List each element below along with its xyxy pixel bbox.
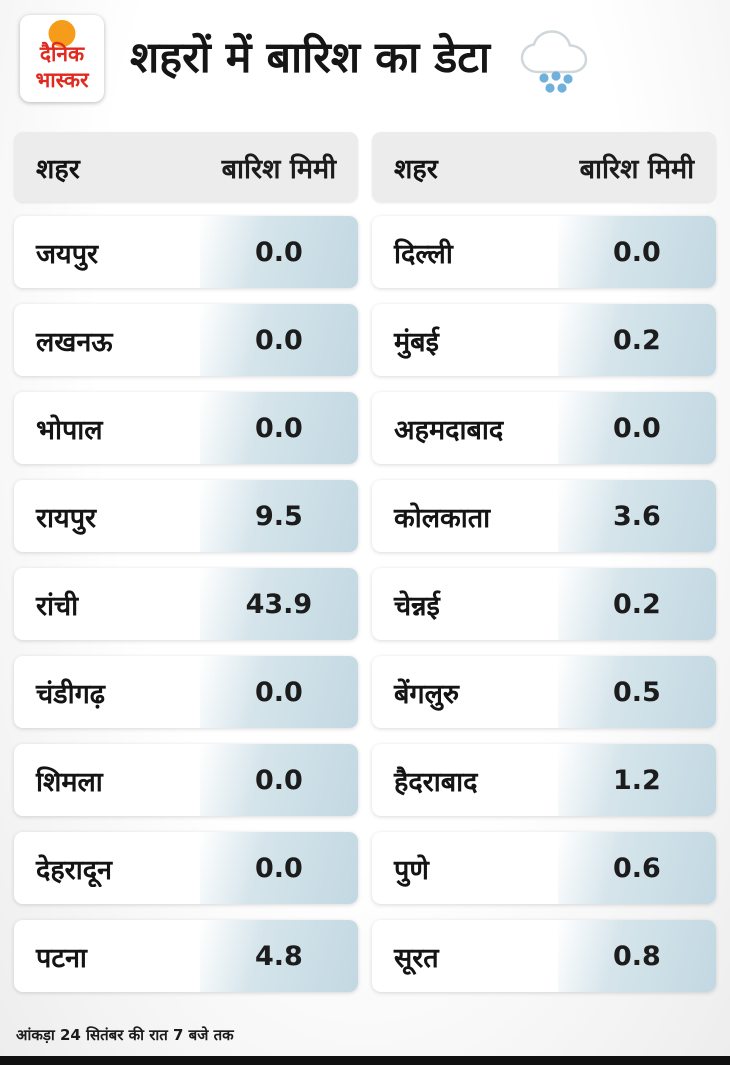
rain-value: 0.6	[557, 832, 716, 904]
rain-value: 0.0	[199, 392, 358, 464]
city-name: बेंगलुरु	[394, 678, 460, 710]
city-name: कोलकाता	[394, 502, 491, 534]
city-name: सूरत	[394, 942, 439, 974]
rain-value: 0.8	[557, 920, 716, 992]
city-name: जयपुर	[36, 238, 99, 270]
rain-value: 0.0	[199, 216, 358, 288]
city-name: मुंबई	[394, 326, 439, 358]
city-name: रायपुर	[36, 502, 97, 534]
sun-icon	[48, 20, 76, 47]
column-header-rain: बारिश मिमी	[221, 153, 337, 185]
rain-value: 0.0	[199, 832, 358, 904]
rain-value: 43.9	[199, 568, 358, 640]
footnote: आंकड़ा 24 सितंबर की रात 7 बजे तक	[16, 1026, 234, 1044]
table-row: बेंगलुरु 0.5	[372, 656, 716, 728]
table-header-row: शहर बारिश मिमी	[14, 132, 358, 202]
city-name: अहमदाबाद	[394, 414, 504, 446]
rain-value: 0.0	[199, 304, 358, 376]
rain-value: 0.2	[557, 568, 716, 640]
logo-text-line1: दैनिक	[39, 42, 85, 66]
table-header-row: शहर बारिश मिमी	[372, 132, 716, 202]
right-table: शहर बारिश मिमी दिल्ली 0.0 मुंबई 0.2 अहमद…	[372, 132, 716, 1008]
column-header-city: शहर	[36, 153, 80, 185]
rain-value: 0.0	[199, 744, 358, 816]
city-name: चेन्नई	[394, 590, 440, 622]
city-name: देहरादून	[36, 854, 113, 886]
rain-value: 0.2	[557, 304, 716, 376]
table-row: दिल्ली 0.0	[372, 216, 716, 288]
table-row: जयपुर 0.0	[14, 216, 358, 288]
dainik-bhaskar-logo: दैनिक भास्कर	[20, 15, 104, 102]
tables-container: शहर बारिश मिमी जयपुर 0.0 लखनऊ 0.0 भोपाल …	[0, 108, 730, 1008]
table-row: अहमदाबाद 0.0	[372, 392, 716, 464]
table-row: पटना 4.8	[14, 920, 358, 992]
table-row: हैदराबाद 1.2	[372, 744, 716, 816]
logo-text-line2: भास्कर	[35, 68, 89, 92]
table-row: देहरादून 0.0	[14, 832, 358, 904]
table-row: रांची 43.9	[14, 568, 358, 640]
rain-value: 0.0	[557, 216, 716, 288]
rain-value: 1.2	[557, 744, 716, 816]
table-row: रायपुर 9.5	[14, 480, 358, 552]
left-table: शहर बारिश मिमी जयपुर 0.0 लखनऊ 0.0 भोपाल …	[14, 132, 358, 1008]
city-name: पटना	[36, 942, 87, 974]
city-name: चंडीगढ़	[36, 678, 105, 710]
header: दैनिक भास्कर शहरों में बारिश का डेटा	[0, 0, 730, 108]
rain-value: 0.0	[199, 656, 358, 728]
city-name: लखनऊ	[36, 326, 113, 358]
city-name: भोपाल	[36, 414, 103, 446]
table-row: मुंबई 0.2	[372, 304, 716, 376]
city-name: दिल्ली	[394, 238, 453, 270]
table-row: भोपाल 0.0	[14, 392, 358, 464]
table-row: लखनऊ 0.0	[14, 304, 358, 376]
rain-value: 3.6	[557, 480, 716, 552]
page-title: शहरों में बारिश का डेटा	[130, 32, 491, 83]
table-row: शिमला 0.0	[14, 744, 358, 816]
rain-value: 0.5	[557, 656, 716, 728]
city-name: पुणे	[394, 854, 429, 886]
column-header-city: शहर	[394, 153, 438, 185]
rain-value: 4.8	[199, 920, 358, 992]
city-name: शिमला	[36, 766, 103, 798]
table-row: चेन्नई 0.2	[372, 568, 716, 640]
table-row: कोलकाता 3.6	[372, 480, 716, 552]
bottom-bar	[0, 1056, 730, 1065]
rain-value: 9.5	[199, 480, 358, 552]
rain-cloud-icon	[520, 29, 588, 93]
table-row: चंडीगढ़ 0.0	[14, 656, 358, 728]
rain-value: 0.0	[557, 392, 716, 464]
table-row: पुणे 0.6	[372, 832, 716, 904]
table-row: सूरत 0.8	[372, 920, 716, 992]
column-header-rain: बारिश मिमी	[579, 153, 695, 185]
city-name: रांची	[36, 590, 79, 622]
city-name: हैदराबाद	[394, 766, 478, 798]
